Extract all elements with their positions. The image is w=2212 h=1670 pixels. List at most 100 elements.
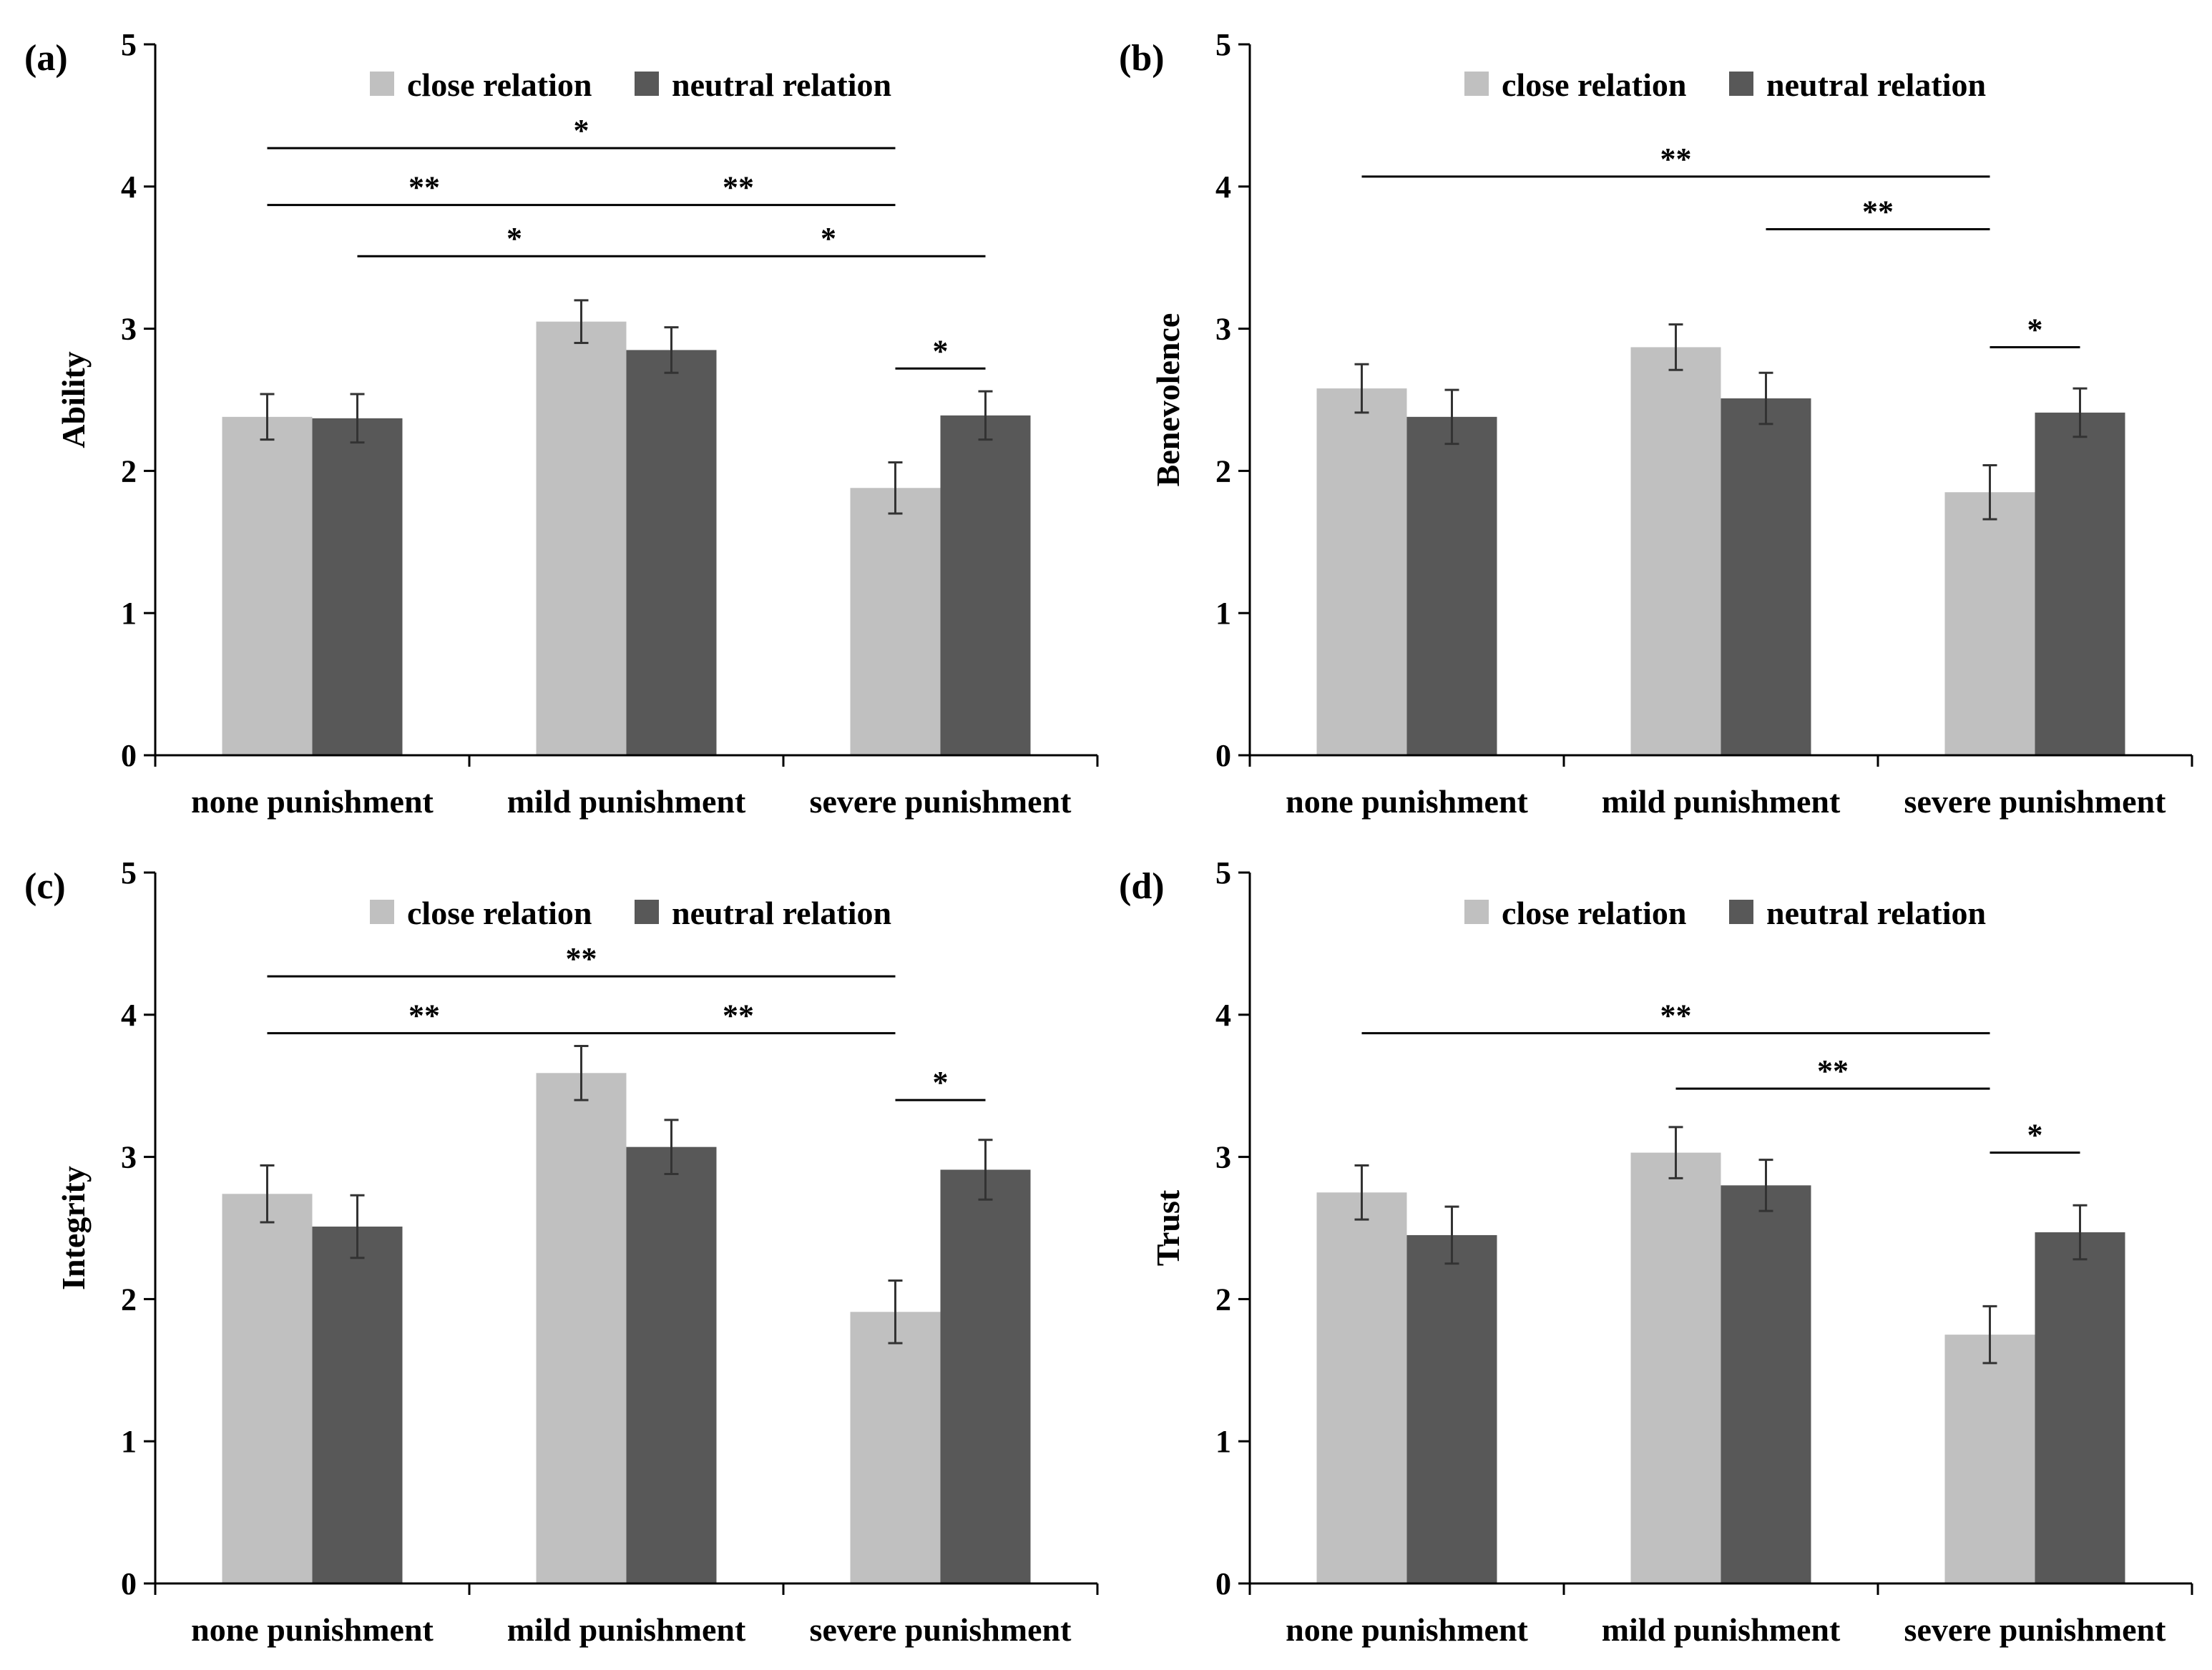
bar-close-2 <box>850 1312 941 1583</box>
legend-swatch-close <box>370 900 394 924</box>
x-tick-label-2: severe punishment <box>1904 1611 2167 1648</box>
y-tick-label-2: 2 <box>121 1282 137 1317</box>
y-axis-title: Integrity <box>55 1166 92 1290</box>
y-axis-title: Benevolence <box>1150 313 1186 487</box>
y-axis-title: Trust <box>1150 1189 1186 1266</box>
y-tick-label-3: 3 <box>121 312 137 347</box>
bar-neutral-2 <box>940 415 1031 755</box>
y-tick-label-1: 1 <box>1215 1424 1231 1459</box>
significance-label-1: ** <box>1862 194 1894 229</box>
bar-close-0 <box>1316 1192 1407 1583</box>
legend-label-neutral: neutral relation <box>672 67 891 103</box>
y-tick-label-5: 5 <box>1215 27 1231 62</box>
legend-label-close: close relation <box>1502 67 1686 103</box>
y-tick-label-2: 2 <box>1215 453 1231 488</box>
bar-neutral-2 <box>2035 412 2125 755</box>
panel-c: 0 1 2 3 4 5 none punishment mild punishment seve… <box>24 855 1099 1648</box>
bar-neutral-1 <box>626 1146 717 1583</box>
legend-label-neutral: neutral relation <box>672 895 891 931</box>
bar-close-2 <box>850 488 941 755</box>
bar-neutral-0 <box>312 418 403 755</box>
significance-label-0: ** <box>566 941 597 976</box>
significance-label-0: * <box>574 113 589 148</box>
y-tick-label-2: 2 <box>1215 1282 1231 1317</box>
panel-label: (b) <box>1119 38 1165 79</box>
bar-neutral-0 <box>1406 1234 1497 1583</box>
bar-close-1 <box>536 1073 627 1583</box>
bar-neutral-0 <box>1406 416 1497 755</box>
y-tick-label-3: 3 <box>1215 1140 1231 1175</box>
x-tick-label-2: severe punishment <box>810 1611 1072 1648</box>
significance-label-2: ** <box>723 170 754 205</box>
panel-label: (d) <box>1119 866 1165 907</box>
x-tick-label-1: mild punishment <box>507 1611 746 1648</box>
bar-close-0 <box>1316 388 1407 755</box>
significance-label-3: * <box>506 221 522 256</box>
y-tick-label-4: 4 <box>121 998 137 1033</box>
y-tick-label-0: 0 <box>1215 738 1231 773</box>
y-tick-label-3: 3 <box>1215 312 1231 347</box>
legend-label-close: close relation <box>407 67 592 103</box>
y-tick-label-1: 1 <box>1215 596 1231 631</box>
bar-close-1 <box>1630 1152 1721 1583</box>
significance-label-5: * <box>933 333 949 368</box>
legend-swatch-neutral <box>1729 900 1753 924</box>
y-tick-label-3: 3 <box>121 1140 137 1175</box>
y-tick-label-4: 4 <box>1215 998 1231 1033</box>
bar-neutral-2 <box>2035 1232 2125 1583</box>
legend-swatch-neutral <box>1729 72 1753 96</box>
bar-close-1 <box>1630 347 1721 756</box>
y-tick-label-4: 4 <box>1215 170 1231 205</box>
bar-close-0 <box>222 416 313 755</box>
bar-close-0 <box>222 1194 313 1583</box>
y-tick-label-0: 0 <box>121 1566 137 1601</box>
y-tick-label-5: 5 <box>1215 855 1231 890</box>
panel-a: 0 1 2 3 4 5 none punishment mild punishment seve… <box>24 27 1099 820</box>
x-tick-label-1: mild punishment <box>1602 783 1841 820</box>
bar-close-2 <box>1944 1335 2035 1583</box>
y-tick-label-5: 5 <box>121 855 137 890</box>
x-tick-label-2: severe punishment <box>1904 783 2167 820</box>
bar-close-1 <box>536 321 627 755</box>
bar-neutral-1 <box>1721 1185 1811 1583</box>
x-tick-label-0: none punishment <box>1286 783 1528 820</box>
significance-label-2: * <box>2027 312 2043 347</box>
significance-label-0: ** <box>1660 998 1692 1033</box>
bar-neutral-0 <box>312 1227 403 1583</box>
panel-b: 0 1 2 3 4 5 none punishment mild punishment seve… <box>1119 27 2193 820</box>
x-tick-label-1: mild punishment <box>507 783 746 820</box>
y-tick-label-5: 5 <box>121 27 137 62</box>
legend-swatch-close <box>1464 900 1489 924</box>
significance-label-2: * <box>2027 1118 2043 1153</box>
significance-label-4: * <box>821 221 836 256</box>
legend-swatch-close <box>1464 72 1489 96</box>
y-tick-label-1: 1 <box>121 1424 137 1459</box>
bar-neutral-2 <box>940 1169 1031 1583</box>
bar-neutral-1 <box>1721 398 1811 755</box>
legend-label-close: close relation <box>1502 895 1686 931</box>
legend-swatch-neutral <box>635 72 659 96</box>
legend-label-neutral: neutral relation <box>1766 895 1986 931</box>
y-axis-title: Ability <box>55 351 92 448</box>
bar-close-2 <box>1944 492 2035 755</box>
y-tick-label-0: 0 <box>121 738 137 773</box>
panel-label: (c) <box>24 866 66 907</box>
significance-label-1: ** <box>408 170 440 205</box>
x-tick-label-0: none punishment <box>191 783 434 820</box>
x-tick-label-2: severe punishment <box>810 783 1072 820</box>
y-tick-label-0: 0 <box>1215 1566 1231 1601</box>
x-tick-label-0: none punishment <box>1286 1611 1528 1648</box>
y-tick-label-4: 4 <box>121 170 137 205</box>
legend-label-close: close relation <box>407 895 592 931</box>
significance-label-0: ** <box>1660 142 1692 177</box>
panel-label: (a) <box>24 38 68 79</box>
x-tick-label-1: mild punishment <box>1602 1611 1841 1648</box>
y-tick-label-1: 1 <box>121 596 137 631</box>
significance-label-2: ** <box>723 998 754 1033</box>
significance-label-1: ** <box>408 998 440 1033</box>
significance-label-3: * <box>933 1065 949 1100</box>
bar-neutral-1 <box>626 350 717 755</box>
legend-swatch-neutral <box>635 900 659 924</box>
y-tick-label-2: 2 <box>121 453 137 488</box>
